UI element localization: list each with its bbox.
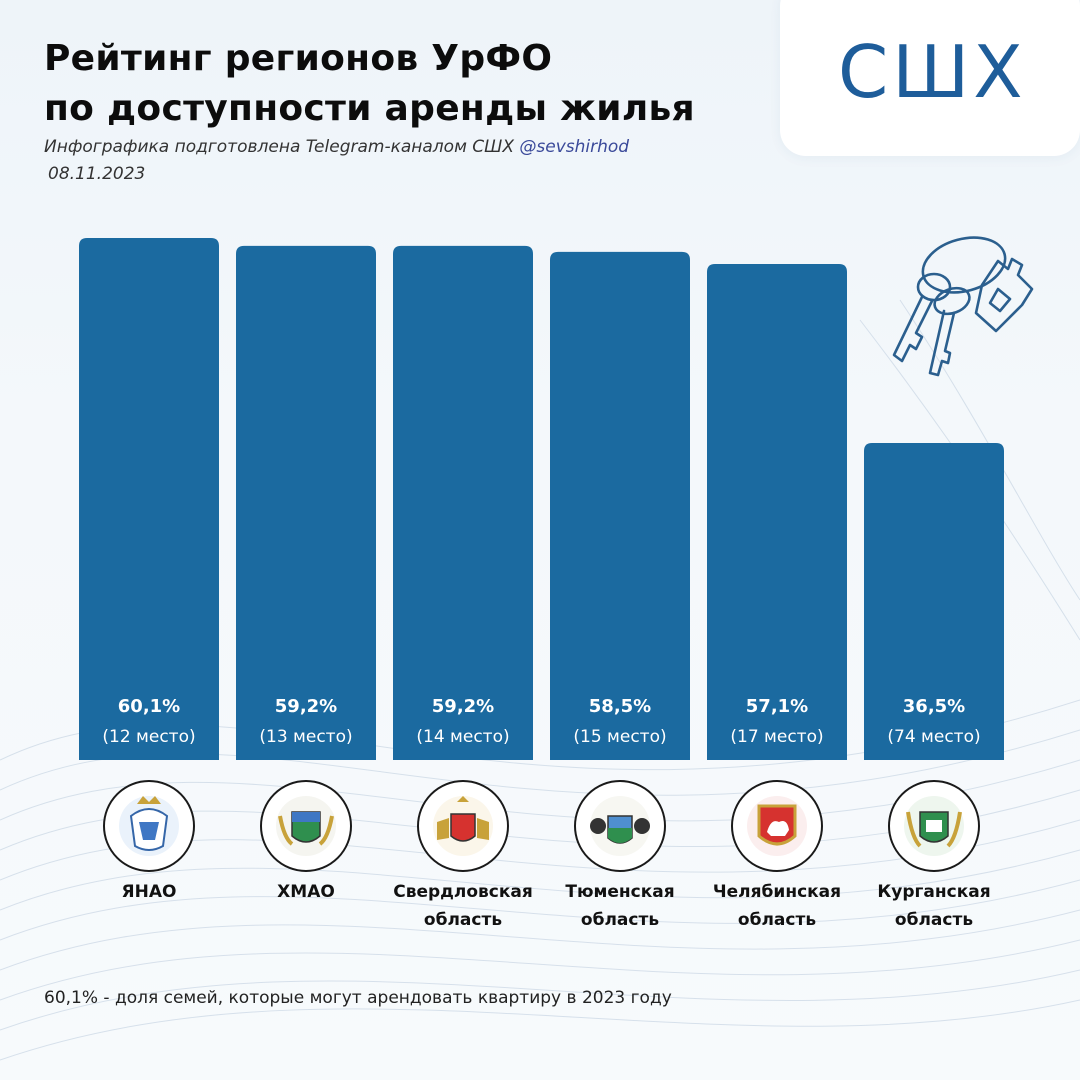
region-label-line: ХМАО (277, 882, 335, 902)
bar-rank-label: (13 место) (259, 727, 352, 747)
sverdlovsk-crest-icon (417, 780, 509, 872)
region-label: Челябинская область (697, 878, 857, 934)
bar-1 (79, 238, 219, 760)
bar-rank-label: (17 место) (730, 727, 823, 747)
region-label-line: область (737, 910, 817, 930)
keys-house-icon (892, 236, 1034, 377)
bar-rank-label: (74 место) (887, 727, 980, 747)
khmao-crest-icon (260, 780, 352, 872)
chelyabinsk-crest-icon (731, 780, 823, 872)
bar-value-label: 57,1% (746, 696, 808, 717)
title-line-1: Рейтинг регионов УрФО (44, 38, 553, 79)
title-line-2: по доступности аренды жилья (44, 88, 695, 129)
bar-3 (393, 245, 533, 761)
date-label: 08.11.2023 (48, 164, 146, 184)
region-label-line: область (894, 910, 974, 930)
region-label-line: Тюменская (565, 882, 675, 902)
region-label-line: ЯНАО (121, 882, 177, 902)
bar-value-label: 60,1% (118, 696, 180, 717)
footnote: 60,1% - доля семей, которые могут арендо… (44, 988, 672, 1008)
bar-4 (550, 251, 690, 760)
bar-value-label: 59,2% (275, 696, 337, 717)
telegram-handle: @sevshirhod (519, 137, 630, 157)
brand-logo: СШХ (838, 30, 1027, 114)
region-label-line: область (423, 910, 503, 930)
region-label: Курганская область (854, 878, 1014, 934)
region-label-line: Свердловская (393, 882, 533, 902)
region-label: ЯНАО (69, 878, 229, 906)
kurgan-crest-icon (888, 780, 980, 872)
region-label: Свердловская область (383, 878, 543, 934)
region-label-line: Курганская (877, 882, 991, 902)
region-label: Тюменская область (540, 878, 700, 934)
region-label-line: Челябинская (712, 882, 842, 902)
page-title: Рейтинг регионов УрФО по доступности аре… (44, 34, 695, 134)
subtitle: Инфографика подготовлена Telegram-канало… (44, 137, 629, 157)
tyumen-crest-icon (574, 780, 666, 872)
bar-2 (236, 245, 376, 761)
subtitle-text: Инфографика подготовлена Telegram-канало… (44, 137, 514, 157)
region-label-line: область (580, 910, 660, 930)
bar-value-label: 58,5% (589, 696, 651, 717)
bar-value-label: 36,5% (903, 696, 965, 717)
logo-card (780, 0, 1080, 156)
bar-rank-label: (12 место) (102, 727, 195, 747)
bar-value-label: 59,2% (432, 696, 494, 717)
bar-rank-label: (15 место) (573, 727, 666, 747)
bar-6 (864, 442, 1004, 760)
yanao-crest-icon (103, 780, 195, 872)
region-label: ХМАО (226, 878, 386, 906)
bar-5 (707, 264, 847, 760)
bar-rank-label: (14 место) (416, 727, 509, 747)
